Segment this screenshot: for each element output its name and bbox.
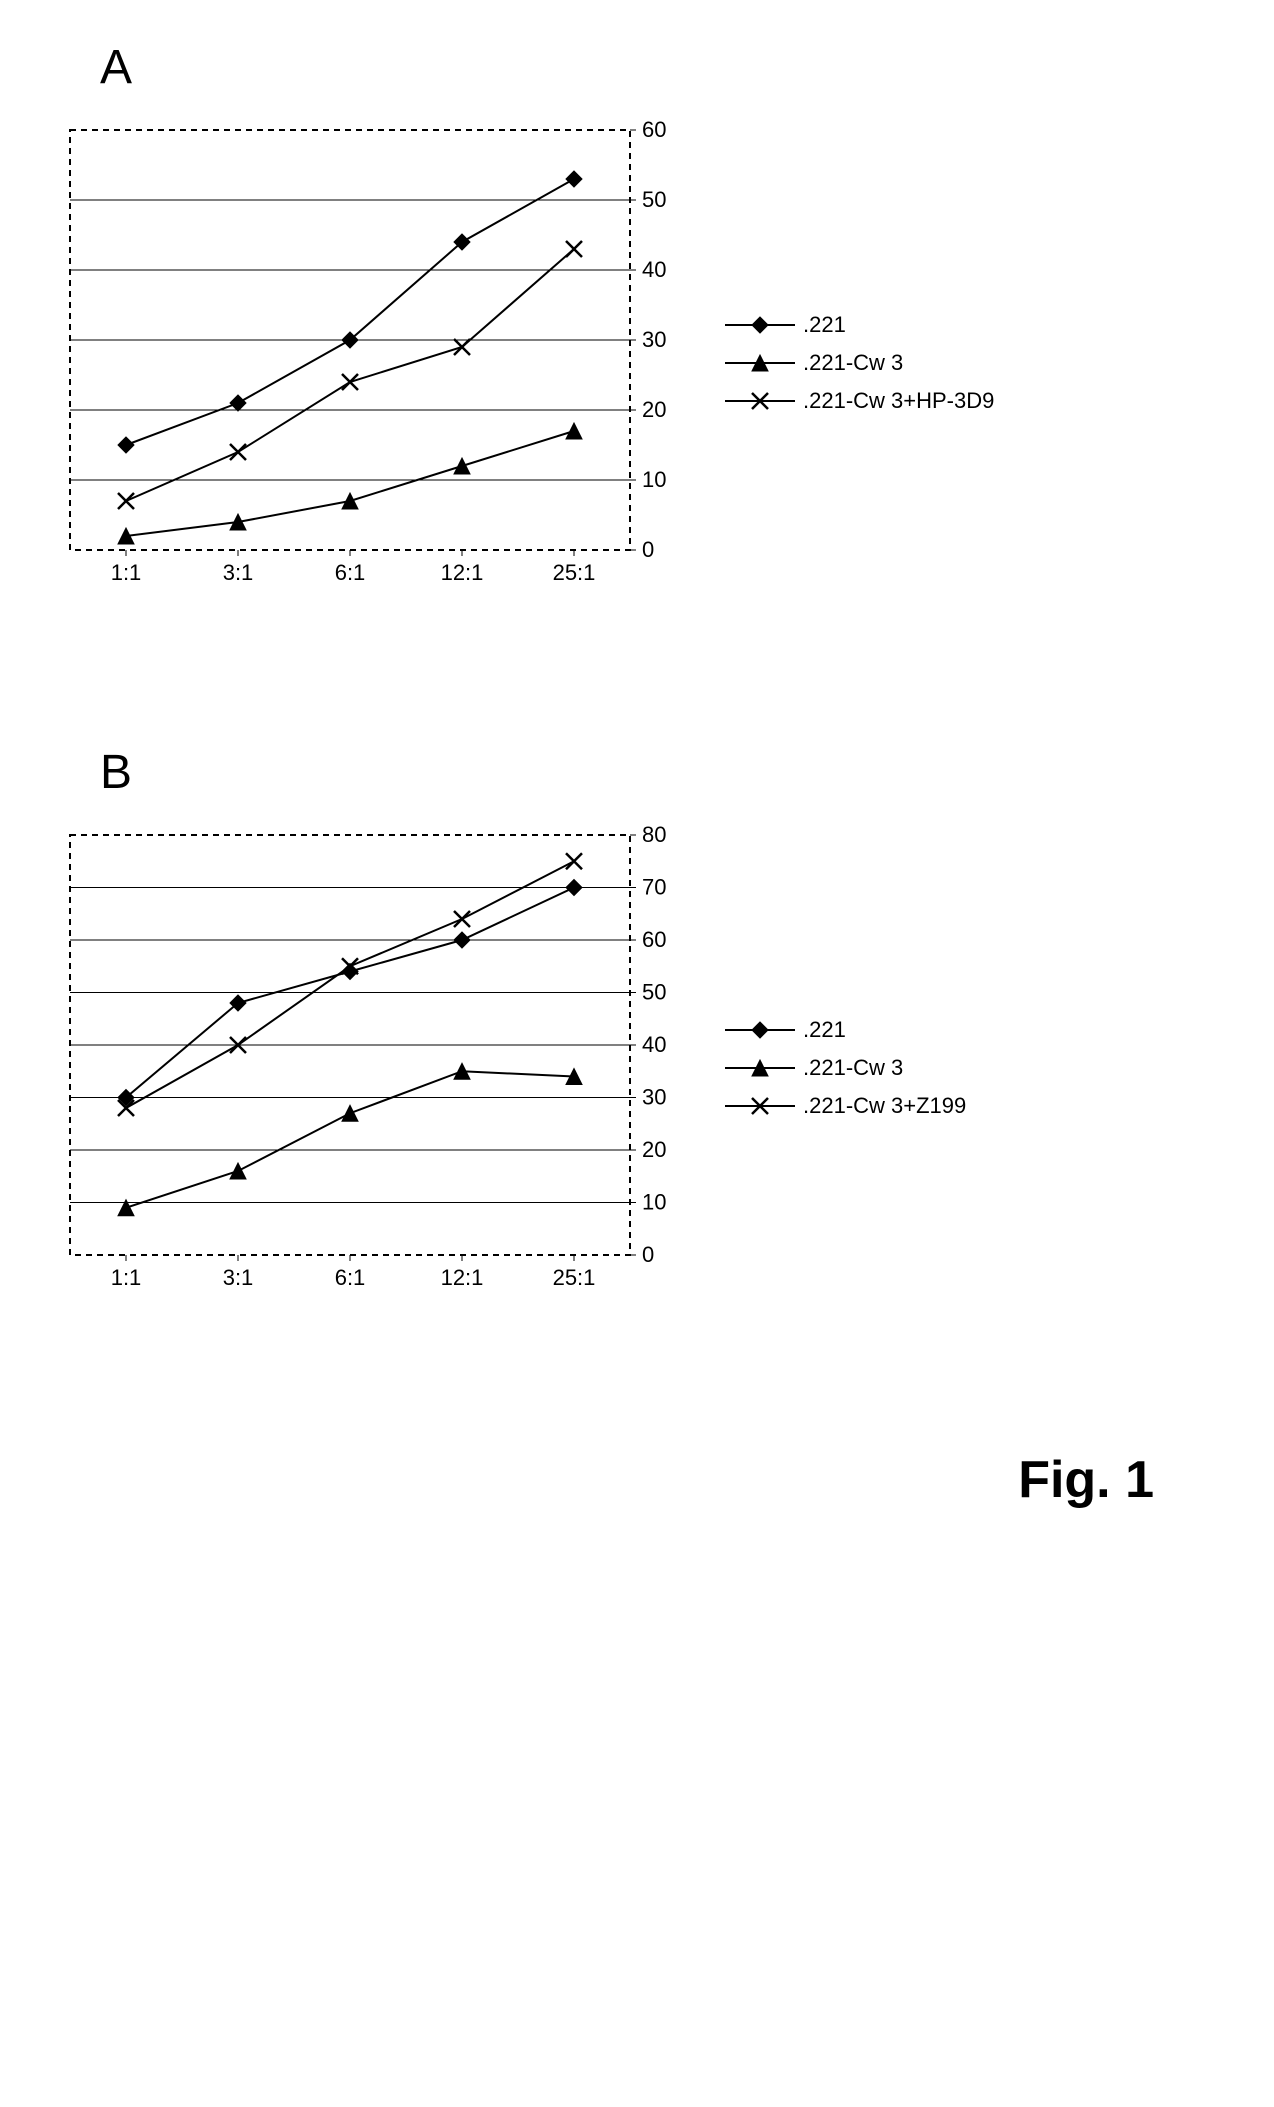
legend-item: .221-Cw 3: [725, 350, 994, 376]
legend-marker-triangle: [725, 1058, 795, 1078]
svg-text:30: 30: [642, 1085, 666, 1110]
legend-marker-x: [725, 391, 795, 411]
panel-a: A 01020304050601:13:16:112:125:1 .221.22…: [40, 40, 1234, 605]
figure-container: A 01020304050601:13:16:112:125:1 .221.22…: [40, 40, 1234, 1510]
panel-b: B 0 10 20 30 40 50 60 70 80 1:1 3:1 6:1 12:1 25:1 .22…: [40, 745, 1234, 1310]
svg-text:40: 40: [642, 1032, 666, 1057]
svg-text:12:1: 12:1: [441, 560, 484, 585]
svg-text:70: 70: [642, 875, 666, 900]
svg-text:12:1: 12:1: [441, 1265, 484, 1290]
panel-a-chart-row: 0 10 20 30 40 50 60 1:1 3:1 6:1 12:1 25:1 .221 .221-…: [40, 120, 1234, 605]
panel-b-label: B: [100, 745, 1234, 800]
svg-text:6:1: 6:1: [335, 1265, 366, 1290]
legend-label: .221-Cw 3: [803, 350, 903, 376]
svg-text:60: 60: [642, 927, 666, 952]
svg-text:20: 20: [642, 397, 666, 422]
legend-item: .221: [725, 1017, 966, 1043]
legend-item: .221-Cw 3+HP-3D9: [725, 388, 994, 414]
panel-a-legend: .221 .221-Cw 3 .221-Cw 3+HP-3D9: [725, 300, 994, 426]
legend-item: .221-Cw 3: [725, 1055, 966, 1081]
svg-text:3:1: 3:1: [223, 1265, 254, 1290]
panel-b-chart-row: 0 10 20 30 40 50 60 70 80 1:1 3:1 6:1 12:1 25:1 .221.…: [40, 825, 1234, 1310]
legend-marker-x: [725, 1096, 795, 1116]
figure-label: Fig. 1: [40, 1450, 1154, 1510]
legend-label: .221-Cw 3+Z199: [803, 1093, 966, 1119]
legend-marker-diamond: [725, 315, 795, 335]
svg-text:3:1: 3:1: [223, 560, 254, 585]
svg-text:25:1: 25:1: [553, 1265, 596, 1290]
svg-text:40: 40: [642, 257, 666, 282]
svg-text:0: 0: [642, 1242, 654, 1267]
panel-b-chart: 0 10 20 30 40 50 60 70 80 1:1 3:1 6:1 12:1 25:1: [40, 825, 700, 1310]
legend-item: .221: [725, 312, 994, 338]
panel-a-label: A: [100, 40, 1234, 95]
svg-text:1:1: 1:1: [111, 1265, 142, 1290]
svg-text:80: 80: [642, 825, 666, 847]
legend-label: .221-Cw 3+HP-3D9: [803, 388, 994, 414]
svg-text:1:1: 1:1: [111, 560, 142, 585]
svg-text:20: 20: [642, 1137, 666, 1162]
panel-a-chart: 0 10 20 30 40 50 60 1:1 3:1 6:1 12:1 25:1: [40, 120, 700, 605]
legend-item: .221-Cw 3+Z199: [725, 1093, 966, 1119]
legend-label: .221-Cw 3: [803, 1055, 903, 1081]
svg-text:6:1: 6:1: [335, 560, 366, 585]
legend-marker-diamond: [725, 1020, 795, 1040]
svg-text:30: 30: [642, 327, 666, 352]
legend-label: .221: [803, 1017, 846, 1043]
svg-text:10: 10: [642, 1190, 666, 1215]
legend-marker-triangle: [725, 353, 795, 373]
svg-text:50: 50: [642, 980, 666, 1005]
svg-text:25:1: 25:1: [553, 560, 596, 585]
legend-label: .221: [803, 312, 846, 338]
svg-text:50: 50: [642, 187, 666, 212]
svg-text:0: 0: [642, 537, 654, 562]
svg-text:60: 60: [642, 120, 666, 142]
panel-b-legend: .221 .221-Cw 3 .221-Cw 3+Z199: [725, 1005, 966, 1131]
svg-text:10: 10: [642, 467, 666, 492]
